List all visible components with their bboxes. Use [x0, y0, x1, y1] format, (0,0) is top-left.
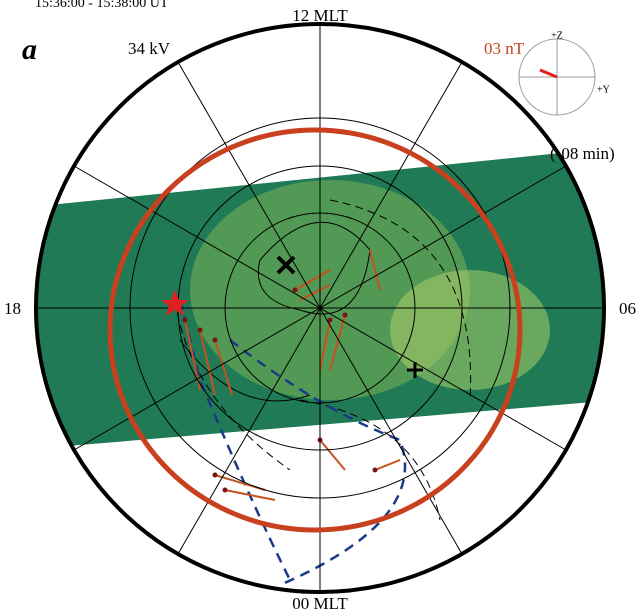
imf-label: 03 nT	[484, 39, 525, 58]
mlt-label: 06	[619, 299, 636, 318]
delay-label: (-08 min)	[550, 144, 615, 163]
figure: 15:36:00 - 15:38:00 UT a 34 kV 03 nT +Z …	[0, 0, 640, 616]
imf-clock	[519, 39, 595, 115]
potential-label: 34 kV	[128, 39, 171, 58]
panel-label: a	[22, 33, 37, 66]
mlt-label: 12 MLT	[292, 6, 348, 25]
mlt-label: 00 MLT	[292, 594, 348, 613]
imf-z-label: +Z	[551, 30, 563, 41]
time-range: 15:36:00 - 15:38:00 UT	[35, 0, 169, 11]
mlt-label: 18	[4, 299, 21, 318]
imf-y-label: +Y	[597, 84, 610, 95]
